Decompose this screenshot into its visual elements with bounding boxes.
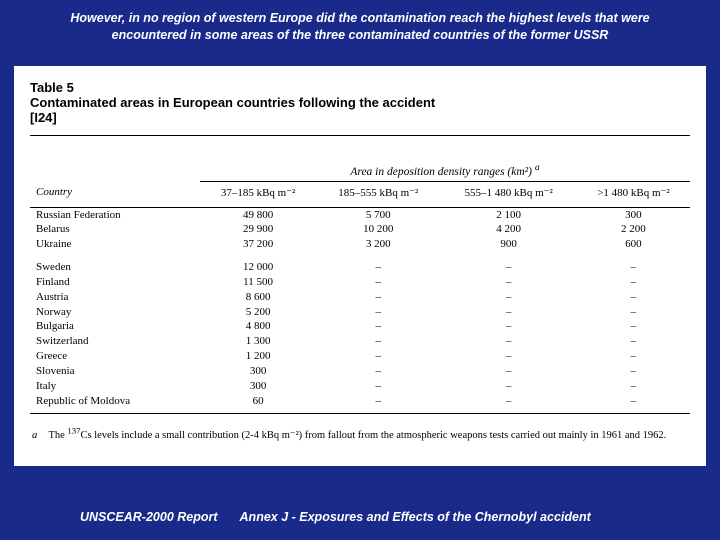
slide-footer: UNSCEAR-2000 Report Annex J - Exposures … <box>0 510 720 524</box>
cell-value: 1 300 <box>200 334 316 349</box>
cell-value: – <box>577 305 690 320</box>
cell-value: – <box>316 379 440 394</box>
cell-value: – <box>316 319 440 334</box>
table-row: Austria8 600––– <box>30 290 690 305</box>
cell-value: 300 <box>200 379 316 394</box>
cell-country: Belarus <box>30 222 200 237</box>
cell-value: 37 200 <box>200 237 316 252</box>
cell-value: 8 600 <box>200 290 316 305</box>
table-row: Finland11 500––– <box>30 275 690 290</box>
table-number: Table 5 <box>30 80 74 95</box>
cell-value: 3 200 <box>316 237 440 252</box>
cell-value: – <box>316 334 440 349</box>
cell-value: – <box>440 275 576 290</box>
column-header-range: 37–185 kBq m⁻² <box>200 181 316 207</box>
cell-value: – <box>577 275 690 290</box>
cell-value: – <box>440 379 576 394</box>
cell-country: Republic of Moldova <box>30 394 200 413</box>
cell-value: – <box>316 290 440 305</box>
column-header-country: Country <box>30 181 200 207</box>
cell-country: Switzerland <box>30 334 200 349</box>
table-row: Sweden12 000––– <box>30 260 690 275</box>
footer-source: UNSCEAR-2000 Report <box>40 510 218 524</box>
cell-value: – <box>316 394 440 413</box>
cell-value: – <box>440 364 576 379</box>
column-header-range: 555–1 480 kBq m⁻² <box>440 181 576 207</box>
cell-value: 900 <box>440 237 576 252</box>
cell-value: – <box>440 319 576 334</box>
footer-annex: Annex J - Exposures and Effects of the C… <box>218 510 680 524</box>
cell-country: Bulgaria <box>30 319 200 334</box>
cell-value: 2 100 <box>440 207 576 222</box>
table-title: Table 5 Contaminated areas in European c… <box>30 80 690 125</box>
cell-value: 2 200 <box>577 222 690 237</box>
cell-value: 29 900 <box>200 222 316 237</box>
area-column-group-header: Area in deposition density ranges (km²) … <box>200 162 690 178</box>
table-row: Republic of Moldova60––– <box>30 394 690 413</box>
cell-value: – <box>577 364 690 379</box>
cell-value: 300 <box>577 207 690 222</box>
cell-value: – <box>440 260 576 275</box>
cell-value: – <box>440 305 576 320</box>
slide-header-text: However, in no region of western Europe … <box>0 0 720 44</box>
contamination-table: Country 37–185 kBq m⁻²185–555 kBq m⁻²555… <box>30 181 690 414</box>
table-row: Belarus29 90010 2004 2002 200 <box>30 222 690 237</box>
cell-country: Norway <box>30 305 200 320</box>
table-row: Greece1 200––– <box>30 349 690 364</box>
cell-value: – <box>577 319 690 334</box>
table-ref: [I24] <box>30 110 57 125</box>
cell-value: – <box>316 260 440 275</box>
cell-value: – <box>577 379 690 394</box>
cell-value: – <box>440 394 576 413</box>
footnote-letter: a <box>32 430 46 441</box>
cell-value: – <box>316 305 440 320</box>
cell-value: – <box>440 349 576 364</box>
table-row: Italy300––– <box>30 379 690 394</box>
table-caption: Contaminated areas in European countries… <box>30 95 435 110</box>
cell-value: 4 800 <box>200 319 316 334</box>
table-row: Bulgaria4 800––– <box>30 319 690 334</box>
cell-value: 4 200 <box>440 222 576 237</box>
table-row: Russian Federation49 8005 7002 100300 <box>30 207 690 222</box>
cell-value: 1 200 <box>200 349 316 364</box>
cell-value: – <box>577 349 690 364</box>
column-header-range: >1 480 kBq m⁻² <box>577 181 690 207</box>
cell-value: 5 700 <box>316 207 440 222</box>
table-footnote: a The 137Cs levels include a small contr… <box>30 426 690 442</box>
cell-value: – <box>577 290 690 305</box>
footnote-text: The 137Cs levels include a small contrib… <box>48 430 666 441</box>
cell-country: Greece <box>30 349 200 364</box>
cell-country: Russian Federation <box>30 207 200 222</box>
cell-country: Sweden <box>30 260 200 275</box>
cell-value: 12 000 <box>200 260 316 275</box>
table-row: Ukraine37 2003 200900600 <box>30 237 690 252</box>
cell-value: – <box>316 349 440 364</box>
table-row: Switzerland1 300––– <box>30 334 690 349</box>
cell-value: – <box>440 290 576 305</box>
cell-value: 49 800 <box>200 207 316 222</box>
cell-value: 300 <box>200 364 316 379</box>
cell-value: 5 200 <box>200 305 316 320</box>
cell-value: 10 200 <box>316 222 440 237</box>
cell-value: 60 <box>200 394 316 413</box>
cell-country: Ukraine <box>30 237 200 252</box>
table-row: Slovenia300––– <box>30 364 690 379</box>
cell-country: Slovenia <box>30 364 200 379</box>
cell-value: – <box>577 394 690 413</box>
cell-value: 11 500 <box>200 275 316 290</box>
table-panel: Table 5 Contaminated areas in European c… <box>14 66 706 466</box>
cell-country: Austria <box>30 290 200 305</box>
cell-value: – <box>316 275 440 290</box>
cell-value: – <box>440 334 576 349</box>
column-header-range: 185–555 kBq m⁻² <box>316 181 440 207</box>
table-row: Norway5 200––– <box>30 305 690 320</box>
cell-value: – <box>316 364 440 379</box>
cell-country: Finland <box>30 275 200 290</box>
cell-value: – <box>577 334 690 349</box>
cell-country: Italy <box>30 379 200 394</box>
cell-value: – <box>577 260 690 275</box>
cell-value: 600 <box>577 237 690 252</box>
